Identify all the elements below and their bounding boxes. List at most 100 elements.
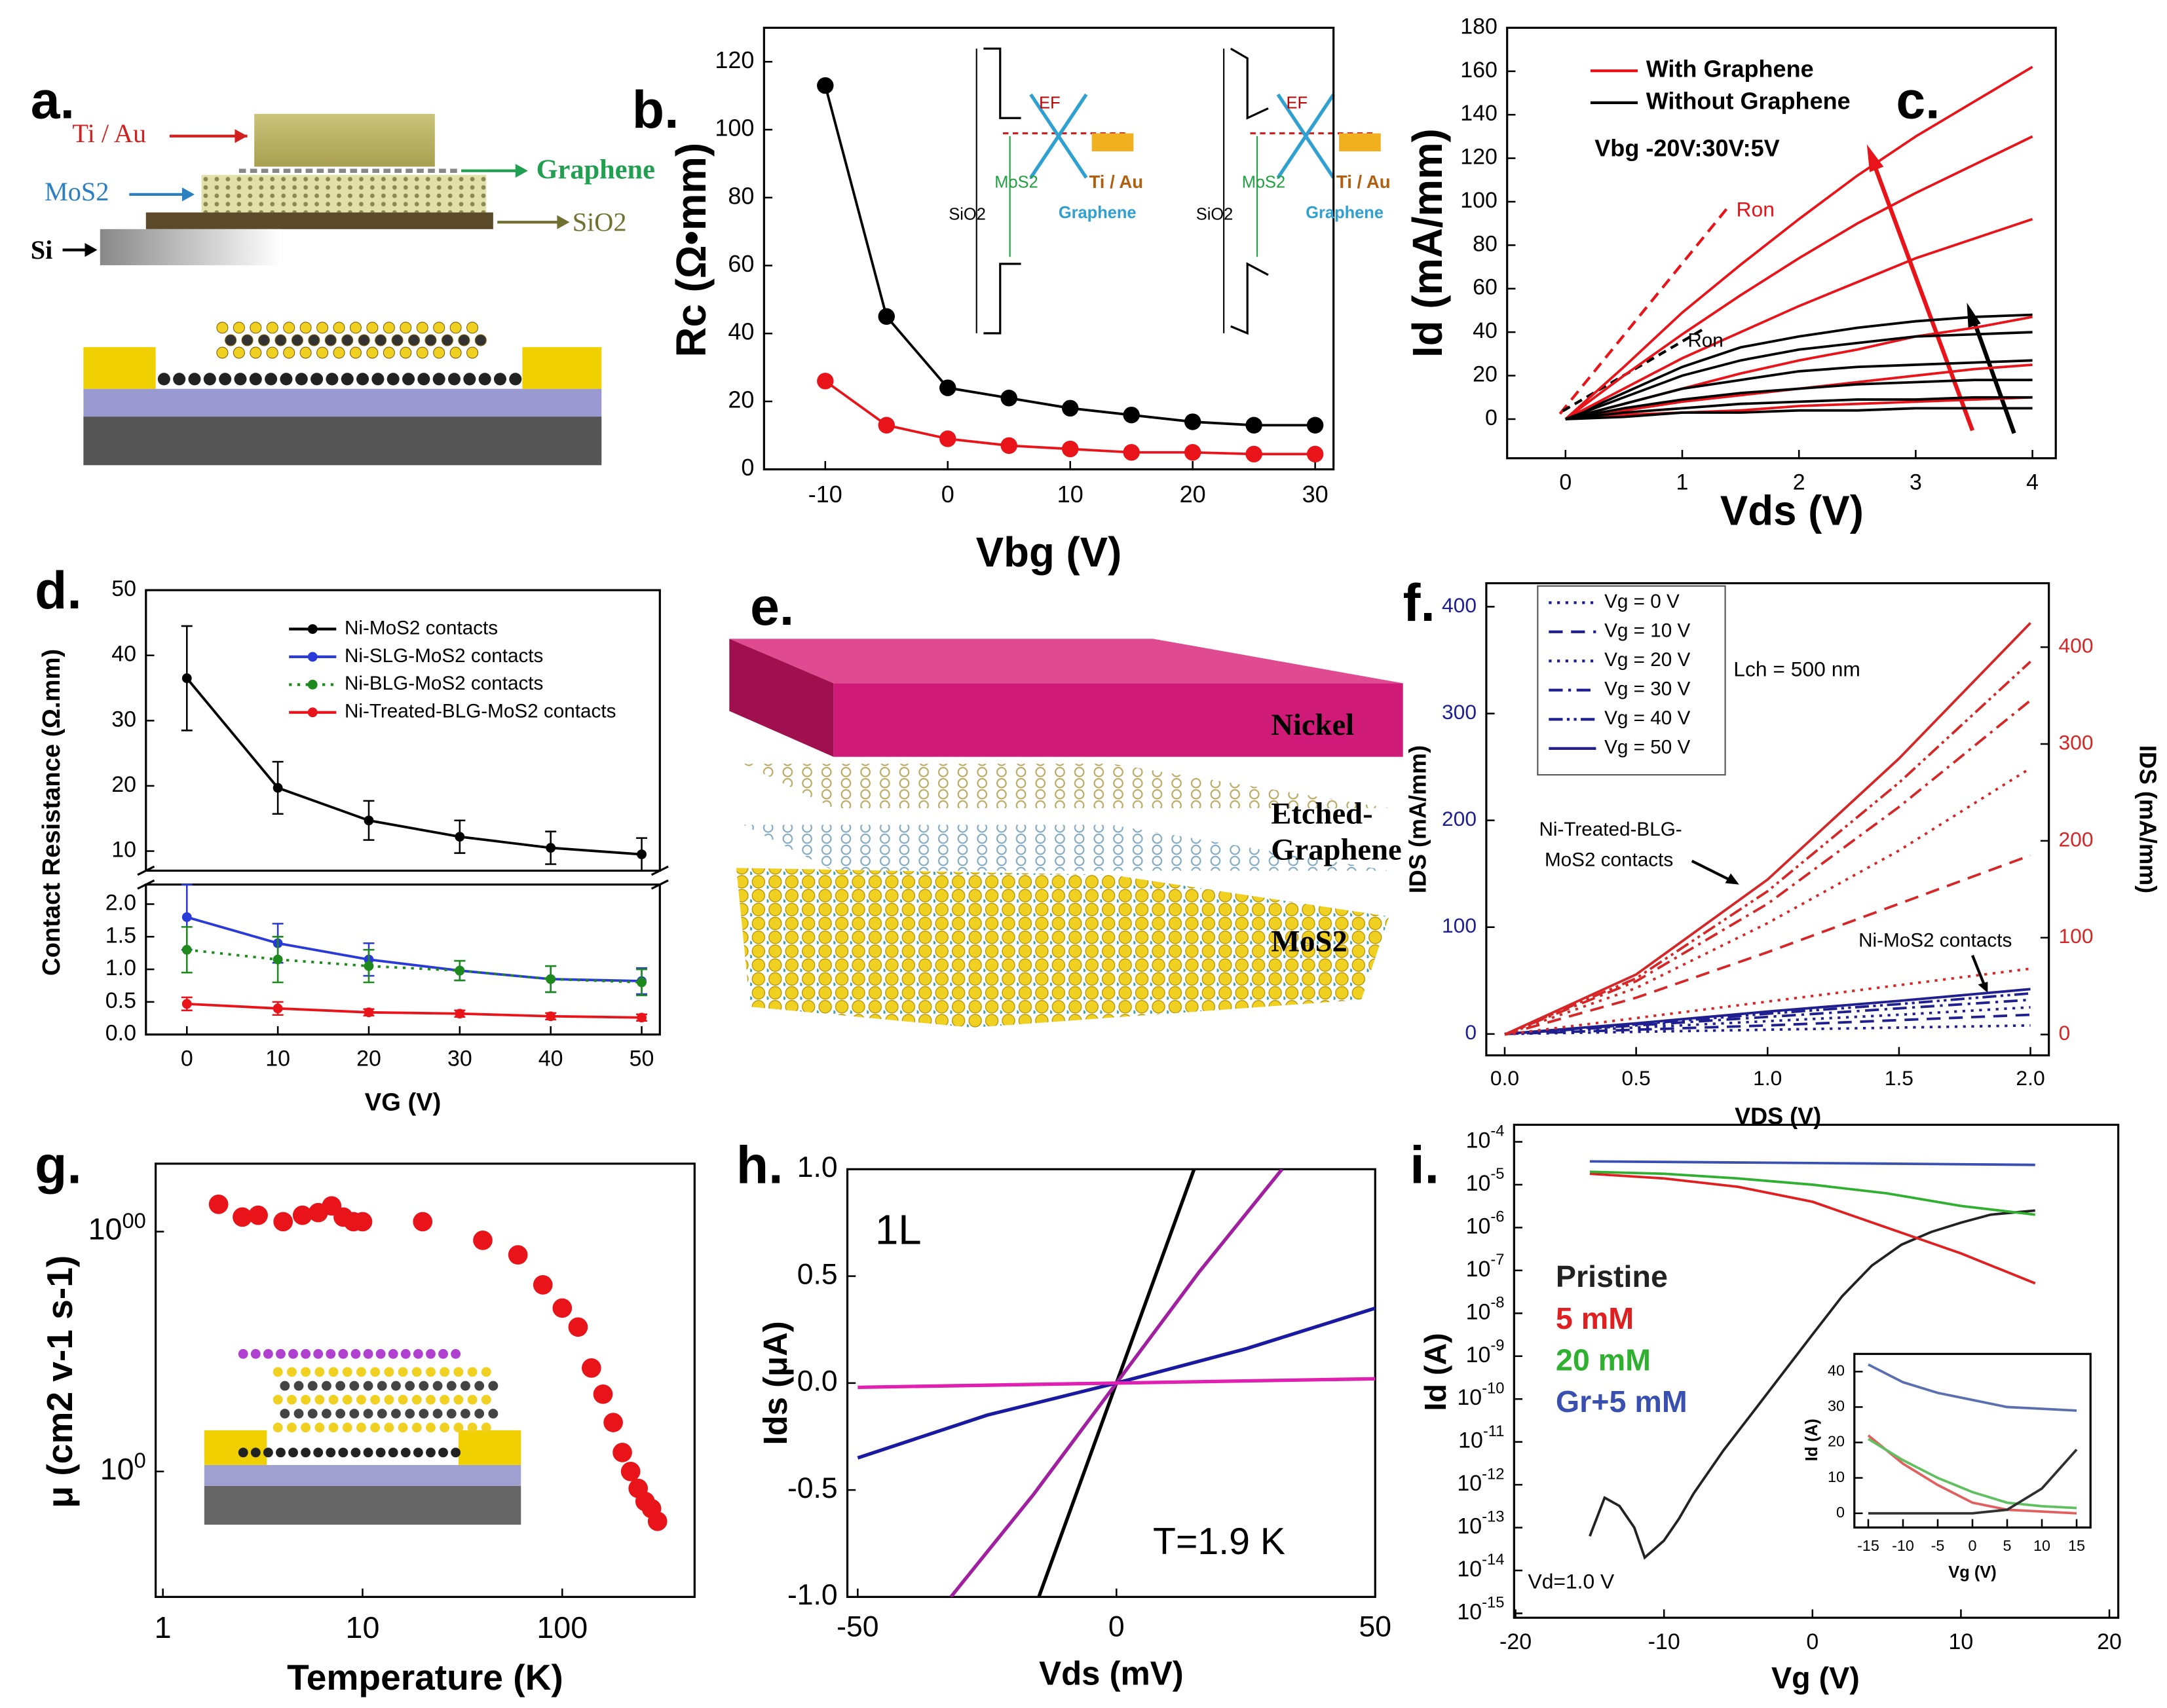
axis-break — [137, 865, 155, 876]
atom — [384, 1367, 394, 1377]
legend-label: Vg = 40 V — [1604, 707, 1690, 729]
data-point — [455, 1009, 465, 1019]
label: MoS2 — [1271, 925, 1347, 959]
atom — [238, 1348, 248, 1359]
data-point — [581, 1358, 601, 1378]
legend-marker — [307, 679, 318, 690]
annotation: Lch = 500 nm — [1733, 658, 1860, 681]
x-tick-label: 30 — [1302, 481, 1328, 508]
atom — [488, 1409, 499, 1419]
atom — [308, 334, 320, 346]
atom — [449, 346, 462, 359]
label: MoS2 — [45, 177, 109, 206]
panel-label: e. — [750, 578, 794, 637]
y-axis-label: Ids (μA) — [757, 1321, 794, 1445]
annotation: EF — [1039, 94, 1061, 113]
legend-label: Vg = 0 V — [1604, 591, 1680, 612]
atom — [286, 1367, 297, 1377]
atom — [400, 1447, 411, 1458]
atom — [363, 1409, 373, 1419]
data-point — [273, 1212, 293, 1232]
atom — [342, 1422, 352, 1433]
y-tick-label: 10-5 — [1466, 1166, 1505, 1196]
data-point — [181, 944, 192, 955]
x-axis-label: Vg (V) — [1771, 1661, 1860, 1695]
atom — [388, 1348, 398, 1359]
plot-frame — [1853, 1352, 2092, 1529]
y-tick-label: 10 — [111, 838, 136, 863]
series-line — [1504, 992, 2031, 1035]
atom — [474, 334, 487, 346]
label: Etched- — [1271, 796, 1372, 830]
x-tick-label: -15 — [1857, 1537, 1879, 1554]
data-point — [455, 832, 465, 842]
y-tick-label: 400 — [1442, 593, 1477, 617]
atom — [433, 346, 445, 359]
series-line — [1504, 622, 2031, 1036]
contact — [83, 347, 156, 389]
atom — [458, 334, 470, 346]
atom — [453, 1422, 464, 1433]
atom — [291, 334, 303, 346]
atom — [316, 322, 329, 334]
atom — [467, 1394, 478, 1405]
data-point — [817, 77, 834, 94]
atom — [432, 1381, 443, 1391]
x-tick-label: 5 — [2003, 1537, 2012, 1554]
plot-frame — [1506, 26, 2057, 460]
y-tick-label: 30 — [1828, 1398, 1845, 1415]
y-axis-label: Id (A) — [1803, 1419, 1821, 1461]
y-tick-label: 60 — [728, 250, 754, 277]
atom — [377, 1381, 387, 1391]
data-point — [1123, 406, 1140, 424]
atom — [333, 322, 345, 334]
y-axis-label: Id (mA/mm) — [1404, 128, 1451, 358]
data-point — [455, 965, 465, 976]
data-point — [593, 1384, 613, 1404]
atom — [257, 334, 271, 346]
atom — [391, 1409, 401, 1419]
x-axis-label: Temperature (K) — [287, 1657, 563, 1698]
annotation: SiO2 — [1196, 205, 1234, 223]
x-axis-label: Vbg (V) — [976, 529, 1122, 576]
atom — [349, 322, 362, 334]
atom — [419, 1409, 429, 1419]
atom — [326, 1447, 336, 1458]
atom — [398, 1394, 408, 1405]
y-tick-label: 50 — [111, 576, 136, 601]
annotation: SiO2 — [949, 205, 986, 223]
y-tick-label: 140 — [1460, 101, 1498, 126]
plot-area — [857, 1169, 1376, 1597]
mos2-layer — [201, 175, 487, 213]
substrate — [83, 417, 602, 466]
atom — [233, 322, 245, 334]
atom — [333, 346, 345, 359]
atom — [314, 1422, 325, 1433]
y-tick-label: 10-15 — [1457, 1595, 1504, 1625]
data-point — [181, 999, 192, 1009]
atom — [461, 1409, 470, 1419]
annotation: Vd=1.0 V — [1528, 1570, 1615, 1593]
atom — [173, 373, 186, 386]
series-line — [1868, 1363, 2077, 1412]
data-point — [546, 1011, 556, 1022]
data-point — [248, 1205, 268, 1225]
atom — [358, 334, 370, 346]
atom — [400, 322, 412, 334]
atom — [398, 1367, 408, 1377]
y-tick-label: -1.0 — [787, 1579, 838, 1611]
legend-label: Without Graphene — [1646, 87, 1851, 114]
series-line — [1589, 1160, 2035, 1166]
atom — [338, 1348, 349, 1359]
y-tick-label: 10-9 — [1466, 1337, 1505, 1367]
annotation: MoS2 — [994, 174, 1038, 192]
y-tick-label: 60 — [1473, 275, 1498, 300]
x-tick-label: 20 — [356, 1047, 381, 1071]
atom — [288, 1447, 298, 1458]
atom — [493, 373, 507, 386]
atom — [461, 1381, 470, 1391]
y-tick-label: 100 — [1460, 188, 1498, 213]
x-tick-label: 1.5 — [1885, 1066, 1913, 1090]
atom — [474, 1381, 485, 1391]
atom — [238, 1447, 248, 1458]
